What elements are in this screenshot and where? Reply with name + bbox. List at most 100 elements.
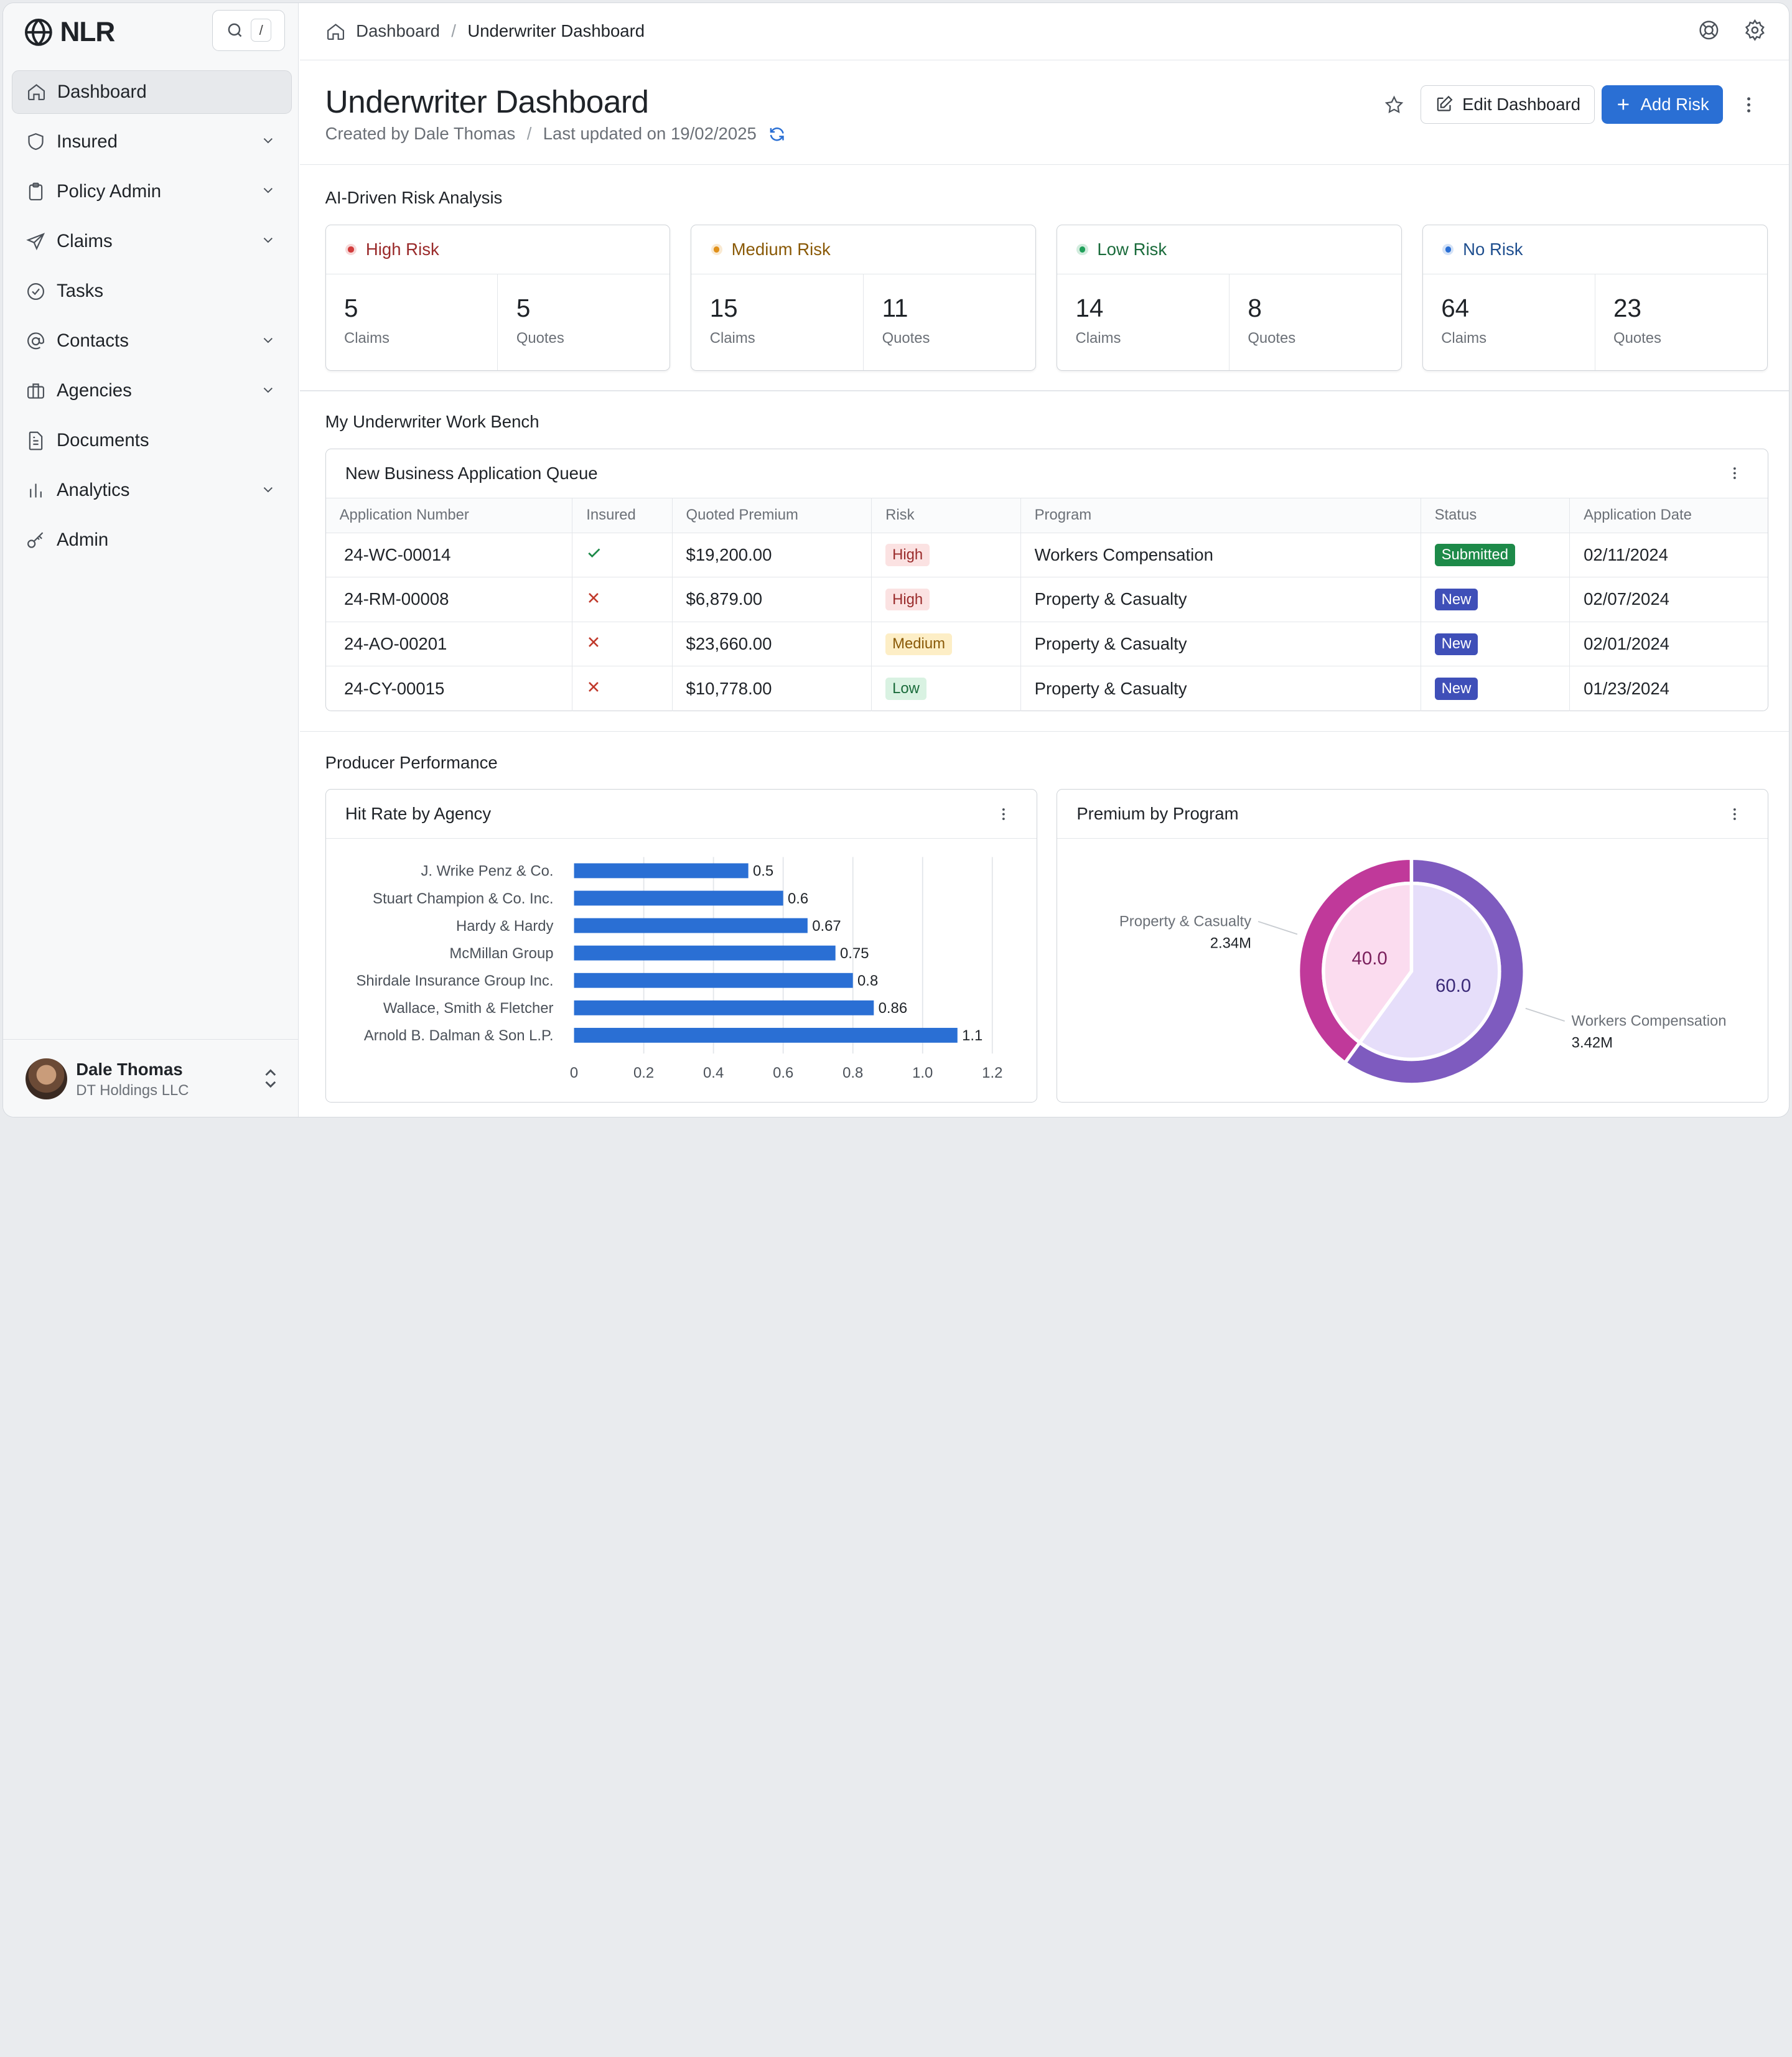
bar[interactable] <box>574 863 749 879</box>
application-number[interactable]: 24-RM-00008 <box>325 577 573 622</box>
breadcrumb-separator: / <box>451 21 456 41</box>
user-menu[interactable]: Dale Thomas DT Holdings LLC <box>2 1039 299 1117</box>
category-label: Stuart Champion & Co. Inc. <box>373 890 553 907</box>
brand-logo[interactable]: NLR <box>24 17 115 48</box>
chevron-up-down-icon[interactable] <box>263 1067 279 1090</box>
x-tick-label: 1.2 <box>982 1065 1002 1081</box>
sidebar-item-tasks[interactable]: Tasks <box>12 269 292 313</box>
x-tick-label: 0.6 <box>773 1065 793 1081</box>
risk-card[interactable]: Low Risk 14 Claims 8 Quotes <box>1057 224 1402 371</box>
breadcrumb-root[interactable]: Dashboard <box>356 21 440 41</box>
donut-slice-inner[interactable] <box>1357 882 1501 1061</box>
refresh-icon[interactable] <box>768 125 786 143</box>
star-icon <box>1385 95 1404 113</box>
more-options-button[interactable] <box>1730 85 1768 124</box>
risk-card[interactable]: Medium Risk 15 Claims 11 Quotes <box>691 224 1037 371</box>
table-row[interactable]: 24-AO-00201 $23,660.00 Medium Property & Ca… <box>325 622 1768 667</box>
bar[interactable] <box>574 946 836 961</box>
column-header[interactable]: Application Number <box>325 498 573 533</box>
risk-quotes-cell[interactable]: 8 Quotes <box>1228 274 1401 371</box>
category-label: J. Wrike Penz & Co. <box>421 863 553 880</box>
home-icon[interactable] <box>325 21 346 42</box>
last-updated: Last updated on 19/02/2025 <box>543 124 757 144</box>
favorite-button[interactable] <box>1375 85 1414 124</box>
kebab-icon[interactable] <box>996 804 1012 824</box>
chevron-down-icon[interactable] <box>260 382 276 398</box>
chevron-down-icon[interactable] <box>260 232 276 248</box>
sidebar-item-label: Policy Admin <box>56 181 162 202</box>
bar[interactable] <box>574 1001 874 1016</box>
chevron-down-icon[interactable] <box>260 332 276 348</box>
page-header: Underwriter Dashboard Created by Dale Th… <box>300 60 1790 166</box>
column-header[interactable]: Program <box>1020 498 1421 533</box>
check-circle-icon <box>27 282 45 300</box>
sidebar: NLR / Dashboard Insured Policy Admin <box>2 2 299 1117</box>
chevron-down-icon[interactable] <box>260 182 276 198</box>
risk-claims-cell[interactable]: 15 Claims <box>691 274 863 370</box>
program-cell: Workers Compensation <box>1020 533 1421 578</box>
sidebar-item-analytics[interactable]: Analytics <box>12 469 292 513</box>
chevron-down-icon[interactable] <box>260 482 276 498</box>
sidebar-item-agencies[interactable]: Agencies <box>12 369 292 413</box>
column-header[interactable]: Risk <box>871 498 1021 533</box>
sidebar-item-contacts[interactable]: Contacts <box>12 319 292 363</box>
search-icon <box>228 23 242 37</box>
table-row[interactable]: 24-CY-00015 $10,778.00 Low Property & Casua… <box>325 666 1768 711</box>
risk-card[interactable]: High Risk 5 Claims 5 Quotes <box>325 224 671 371</box>
sidebar-item-policy-admin[interactable]: Policy Admin <box>12 170 292 213</box>
column-header[interactable]: Insured <box>572 498 673 533</box>
column-header[interactable]: Status <box>1421 498 1570 533</box>
application-number[interactable]: 24-WC-00014 <box>325 533 573 578</box>
table-row[interactable]: 24-RM-00008 $6,879.00 High Property & Casua… <box>325 577 1768 622</box>
sidebar-item-insured[interactable]: Insured <box>12 120 292 164</box>
risk-claims-cell[interactable]: 14 Claims <box>1057 274 1229 370</box>
bar[interactable] <box>574 918 808 933</box>
slice-total-label: 2.34M <box>1210 935 1251 952</box>
globe-icon <box>24 18 52 46</box>
add-risk-button[interactable]: Add Risk <box>1602 85 1723 124</box>
application-number[interactable]: 24-CY-00015 <box>325 666 573 711</box>
table-header-row: Application Number Insured Quoted Premium R… <box>325 498 1768 533</box>
gear-icon[interactable] <box>1743 19 1766 42</box>
sidebar-item-dashboard[interactable]: Dashboard <box>12 70 292 114</box>
bar[interactable] <box>574 1028 958 1043</box>
sidebar-item-documents[interactable]: Documents <box>12 419 292 462</box>
donut-slice-inner[interactable] <box>1322 882 1414 1045</box>
sidebar-item-label: Agencies <box>56 380 132 401</box>
edit-dashboard-button[interactable]: Edit Dashboard <box>1421 85 1595 124</box>
help-icon[interactable] <box>1697 19 1720 42</box>
risk-card-label: Low Risk <box>1097 239 1167 259</box>
bar-value-label: 0.86 <box>878 1000 907 1017</box>
search-shortcut: / <box>251 19 272 42</box>
x-tick-label: 0 <box>570 1065 578 1081</box>
category-label: Hardy & Hardy <box>456 918 554 935</box>
risk-quotes-cell[interactable]: 11 Quotes <box>863 274 1035 371</box>
risk-claims-cell[interactable]: 64 Claims <box>1423 274 1595 370</box>
chevron-down-icon[interactable] <box>260 133 276 149</box>
bar[interactable] <box>574 973 853 988</box>
page-actions: Edit Dashboard Add Risk <box>1375 85 1769 124</box>
bar-value-label: 0.5 <box>753 863 773 880</box>
table-row[interactable]: 24-WC-00014 $19,200.00 High Workers Compens… <box>325 533 1768 578</box>
bar[interactable] <box>574 890 783 906</box>
risk-claims-label: Claims <box>709 330 755 347</box>
x-icon <box>589 682 599 692</box>
sidebar-item-claims[interactable]: Claims <box>12 220 292 263</box>
risk-quotes-value: 8 <box>1248 294 1262 323</box>
kebab-icon[interactable] <box>1727 463 1743 483</box>
search-button[interactable]: / <box>212 9 286 51</box>
column-header[interactable]: Application Date <box>1569 498 1768 533</box>
page-title: Underwriter Dashboard <box>325 83 649 120</box>
column-header[interactable]: Quoted Premium <box>672 498 872 533</box>
application-number[interactable]: 24-AO-00201 <box>325 622 573 667</box>
kebab-icon[interactable] <box>1727 804 1743 824</box>
application-table: Application Number Insured Quoted Premium R… <box>325 498 1768 711</box>
risk-quotes-cell[interactable]: 23 Quotes <box>1594 274 1767 371</box>
risk-claims-label: Claims <box>1075 330 1121 347</box>
sidebar-item-admin[interactable]: Admin <box>12 519 292 562</box>
risk-quotes-cell[interactable]: 5 Quotes <box>497 274 670 371</box>
risk-claims-cell[interactable]: 5 Claims <box>326 274 498 370</box>
risk-quotes-value: 5 <box>516 294 531 323</box>
bar-value-label: 1.1 <box>962 1027 982 1044</box>
risk-card[interactable]: No Risk 64 Claims 23 Quotes <box>1422 224 1768 371</box>
